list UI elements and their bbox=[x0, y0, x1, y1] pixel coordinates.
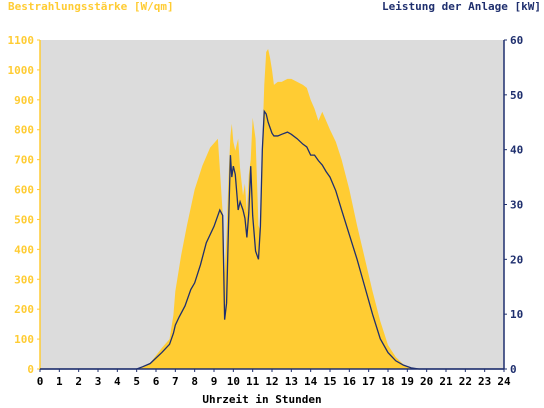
x-tick-label: 14 bbox=[304, 375, 318, 388]
x-tick-label: 0 bbox=[37, 375, 44, 388]
x-tick-label: 11 bbox=[246, 375, 260, 388]
right-tick-label: 60 bbox=[510, 34, 523, 47]
x-axis-title: Uhrzeit in Stunden bbox=[202, 393, 321, 406]
power-line-series bbox=[40, 109, 504, 370]
right-tick-label: 20 bbox=[510, 253, 523, 266]
x-tick-label: 21 bbox=[439, 375, 453, 388]
x-tick-label: 12 bbox=[265, 375, 278, 388]
x-tick-label: 13 bbox=[285, 375, 298, 388]
x-tick-label: 22 bbox=[459, 375, 472, 388]
x-tick-label: 8 bbox=[191, 375, 198, 388]
x-tick-label: 15 bbox=[323, 375, 336, 388]
x-tick-label: 16 bbox=[343, 375, 357, 388]
left-tick-label: 1000 bbox=[8, 64, 35, 77]
left-tick-label: 1100 bbox=[8, 34, 35, 47]
left-tick-label: 600 bbox=[14, 184, 34, 197]
right-tick-label: 30 bbox=[510, 199, 523, 212]
x-tick-label: 5 bbox=[133, 375, 140, 388]
x-tick-label: 17 bbox=[362, 375, 375, 388]
left-tick-label: 400 bbox=[14, 243, 34, 256]
right-axis-title: Leistung der Anlage [kW] bbox=[382, 0, 541, 13]
x-tick-label: 4 bbox=[114, 375, 121, 388]
irradiance-area-series bbox=[40, 48, 504, 369]
right-tick-label: 0 bbox=[510, 363, 517, 376]
left-tick-label: 500 bbox=[14, 213, 34, 226]
x-tick-label: 19 bbox=[401, 375, 414, 388]
left-tick-label: 100 bbox=[14, 333, 34, 346]
x-tick-label: 23 bbox=[478, 375, 491, 388]
right-tick-label: 40 bbox=[510, 144, 523, 157]
x-tick-label: 2 bbox=[75, 375, 82, 388]
left-tick-label: 800 bbox=[14, 124, 34, 137]
x-tick-label: 7 bbox=[172, 375, 179, 388]
right-tick-label: 10 bbox=[510, 308, 523, 321]
x-tick-label: 24 bbox=[497, 375, 511, 388]
x-tick-label: 18 bbox=[381, 375, 394, 388]
x-tick-label: 3 bbox=[95, 375, 102, 388]
left-axis-title: Bestrahlungsstärke [W/qm] bbox=[8, 0, 174, 13]
left-tick-label: 0 bbox=[27, 363, 34, 376]
left-tick-label: 700 bbox=[14, 154, 34, 167]
left-tick-label: 200 bbox=[14, 303, 34, 316]
right-tick-label: 50 bbox=[510, 89, 523, 102]
left-tick-label: 300 bbox=[14, 273, 34, 286]
left-tick-label: 900 bbox=[14, 94, 34, 107]
x-tick-label: 6 bbox=[153, 375, 160, 388]
x-tick-label: 9 bbox=[211, 375, 218, 388]
x-tick-label: 10 bbox=[227, 375, 240, 388]
x-tick-label: 1 bbox=[56, 375, 63, 388]
x-tick-label: 20 bbox=[420, 375, 433, 388]
